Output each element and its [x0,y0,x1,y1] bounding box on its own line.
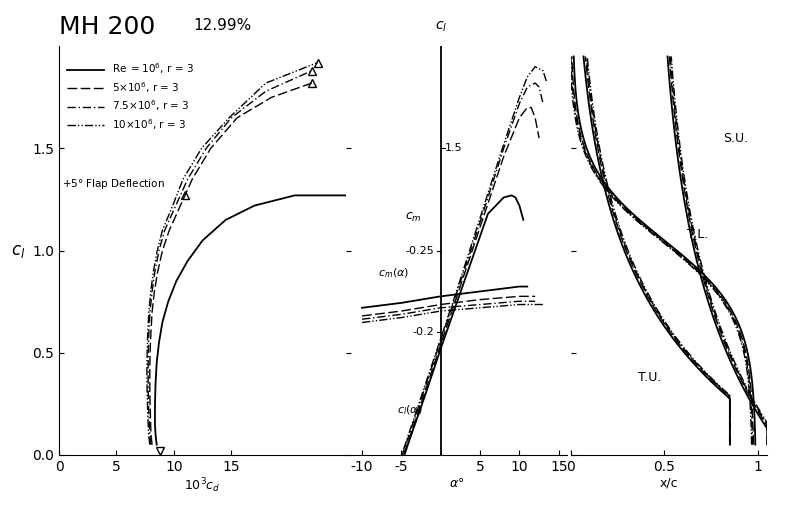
Y-axis label: $c_l$: $c_l$ [11,242,25,260]
Text: T.L.: T.L. [687,228,708,241]
Text: -0.2: -0.2 [412,327,434,337]
X-axis label: $10^3c_d$: $10^3c_d$ [184,476,221,495]
Text: S.U.: S.U. [723,132,748,145]
Text: -0.25: -0.25 [405,246,434,255]
X-axis label: $\alpha°$: $\alpha°$ [449,476,464,489]
Text: MH 200: MH 200 [59,15,155,40]
Text: 12.99%: 12.99% [193,18,251,33]
Text: $c_l$: $c_l$ [434,20,447,34]
Text: 1.5: 1.5 [445,143,462,153]
Text: $c_m(\alpha)$: $c_m(\alpha)$ [378,267,409,280]
Text: T.U.: T.U. [637,371,661,384]
Text: $c_l(\alpha)$: $c_l(\alpha)$ [397,403,423,417]
X-axis label: x/c: x/c [660,476,678,489]
Text: $+5°$ Flap Deflection: $+5°$ Flap Deflection [62,177,164,191]
Legend: Re $= 10^6$, r = 3, $5{\times}10^6$, r = 3, $7.5{\times}10^6$, r = 3, $10{\times: Re $= 10^6$, r = 3, $5{\times}10^6$, r =… [67,62,194,132]
Text: $c_m$: $c_m$ [405,211,422,225]
